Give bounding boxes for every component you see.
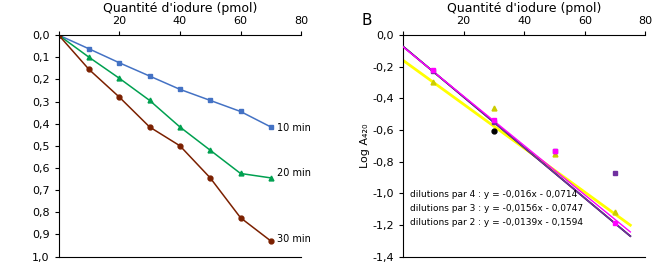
Text: 10 min: 10 min	[277, 123, 311, 133]
Text: 20 min: 20 min	[277, 168, 311, 178]
X-axis label: Quantité d'iodure (pmol): Quantité d'iodure (pmol)	[103, 2, 257, 15]
Text: 30 min: 30 min	[277, 234, 311, 244]
Text: B: B	[362, 13, 372, 28]
Y-axis label: Log A₄₂₀: Log A₄₂₀	[359, 124, 370, 168]
Text: dilutions par 4 : y = -0,016x - 0,0714
dilutions par 3 : y = -0,0156x - 0,0747
d: dilutions par 4 : y = -0,016x - 0,0714 d…	[410, 190, 584, 227]
X-axis label: Quantité d'iodure (pmol): Quantité d'iodure (pmol)	[447, 2, 601, 15]
